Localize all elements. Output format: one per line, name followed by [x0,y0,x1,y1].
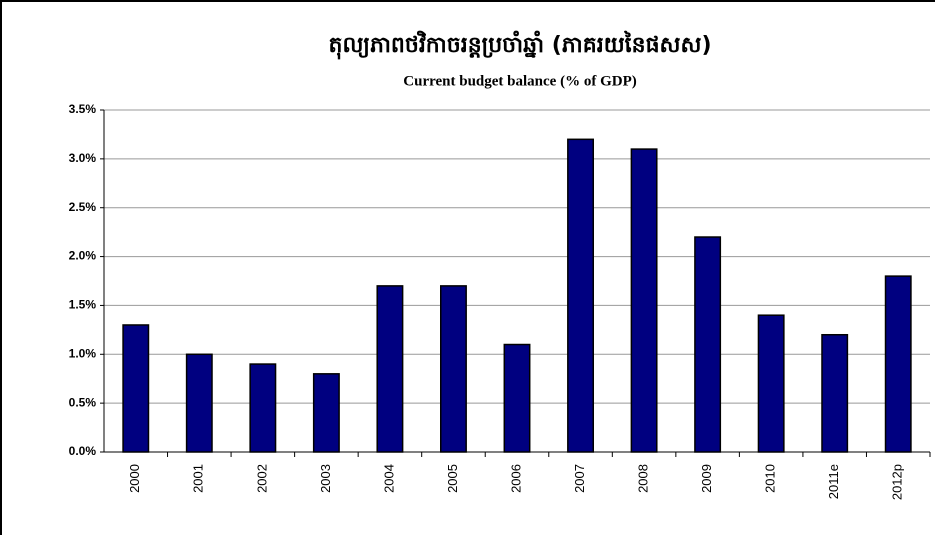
y-tick-label: 0.0% [69,444,97,458]
x-tick-label: 2007 [572,464,587,493]
x-tick-label: 2008 [636,464,651,493]
y-tick-label: 1.0% [69,346,97,360]
x-tick-label: 2000 [127,464,142,493]
bar [376,285,404,453]
x-tick-label: 2006 [508,464,523,493]
bar [884,275,912,453]
y-tick-label: 3.0% [69,151,97,165]
y-tick-label: 3.5% [69,102,97,116]
bar [694,236,722,453]
bar [249,363,277,453]
y-tick-label: 2.5% [69,200,97,214]
bar [757,314,785,453]
y-tick-label: 0.5% [69,395,97,409]
bar [630,148,658,453]
bar [503,343,531,453]
bar [312,373,340,453]
x-tick-label: 2012p [890,464,905,500]
x-tick-label: 2004 [381,464,396,493]
bar [122,324,150,453]
chart-subtitle: Current budget balance (% of GDP) [403,73,636,89]
bar [567,138,594,453]
x-tick-label: 2010 [763,464,778,493]
bar [185,353,213,453]
y-tick-label: 1.5% [69,298,97,312]
chart-title: តុល្យភាពថវិកាចរន្តប្រចាំឆ្នាំ (ភាគរយនៃផស… [328,30,711,60]
y-tick-label: 2.0% [69,249,97,263]
x-tick-label: 2001 [191,464,206,493]
x-tick-label: 2002 [254,464,269,493]
x-tick-label: 2011e [826,464,841,499]
x-tick-label: 2005 [445,464,460,493]
bar [440,285,467,453]
x-tick-label: 2003 [318,464,333,493]
bar [821,333,849,453]
x-tick-label: 2009 [699,464,714,493]
